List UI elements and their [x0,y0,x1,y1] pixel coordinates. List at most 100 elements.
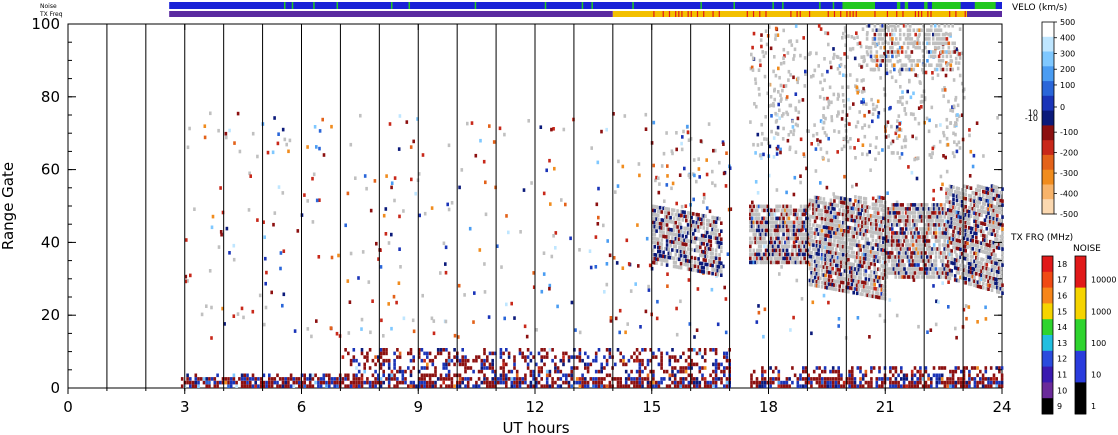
data-cell [446,202,449,207]
data-cell [673,377,677,381]
data-cell [932,243,936,247]
data-cell [824,233,827,238]
data-cell [901,203,904,207]
data-cell [985,210,989,215]
data-cell [891,380,895,385]
data-cell [463,293,466,297]
data-cell [393,362,396,367]
data-cell [919,366,922,370]
data-cell [908,380,911,385]
data-cell [564,202,567,207]
data-cell [812,279,815,283]
data-cell [911,235,915,239]
data-cell [402,209,405,213]
data-cell [952,229,955,234]
data-cell [778,240,782,245]
data-cell [946,384,949,388]
data-cell [697,167,701,171]
data-cell [831,384,835,388]
data-cell [382,362,385,367]
data-cell [906,259,910,263]
data-cell [910,369,914,374]
data-cell [867,384,870,388]
data-cell [355,380,358,385]
data-cell [969,270,973,275]
data-cell [662,218,665,223]
data-cell [461,380,464,385]
data-cell [950,237,953,241]
data-cell [792,240,796,245]
data-cell [756,208,759,213]
data-cell [950,269,953,273]
data-cell [565,380,568,385]
data-cell [910,235,913,239]
data-cell [794,244,798,249]
data-cell [763,252,766,257]
data-cell [994,257,997,261]
data-cell [480,366,484,370]
data-cell [876,99,880,104]
data-cell [908,275,911,279]
data-cell [994,209,997,213]
data-cell [393,373,396,378]
data-cell [281,380,285,385]
data-cell [824,241,827,246]
data-cell [760,44,763,49]
data-cell [510,369,514,374]
data-cell [819,276,822,281]
data-cell [754,240,757,245]
data-cell [959,267,962,272]
data-cell [690,215,693,220]
noise-strip-cell [474,2,477,9]
data-cell [753,102,756,106]
data-cell [959,219,962,224]
data-cell [983,242,987,246]
data-cell [983,190,987,194]
data-cell [904,227,908,231]
data-cell [985,254,989,259]
data-cell [945,187,948,192]
data-cell [978,196,982,201]
data-cell [575,377,579,381]
data-cell [575,380,579,385]
data-cell [949,108,952,113]
data-cell [442,366,445,370]
data-cell [430,206,434,210]
data-cell [775,216,778,221]
data-cell [843,217,847,221]
data-cell [702,234,706,238]
data-cell [379,355,383,359]
data-cell [992,272,996,277]
data-cell [861,228,864,233]
data-cell [969,254,973,259]
data-cell [526,348,530,352]
data-cell [810,239,813,243]
data-cell [927,263,931,267]
data-cell [537,369,541,374]
data-cell [765,42,769,47]
data-cell [939,267,943,271]
data-cell [824,237,827,242]
data-cell [896,255,899,259]
data-cell [890,227,894,231]
data-cell [952,213,955,218]
data-cell [749,208,752,213]
data-cell [780,224,784,229]
data-cell [554,369,557,374]
data-cell [989,247,992,252]
data-cell [808,242,812,247]
data-cell [855,283,859,288]
data-cell [750,377,753,381]
data-cell [720,265,723,269]
data-cell [798,224,801,229]
data-cell [784,256,787,261]
data-cell [723,355,726,359]
data-cell [857,283,861,288]
data-cell [956,66,960,71]
data-cell [997,202,1001,206]
data-cell [948,268,952,273]
data-cell [853,146,856,150]
data-cell [921,377,925,381]
data-cell [535,328,538,332]
data-cell [447,377,451,381]
